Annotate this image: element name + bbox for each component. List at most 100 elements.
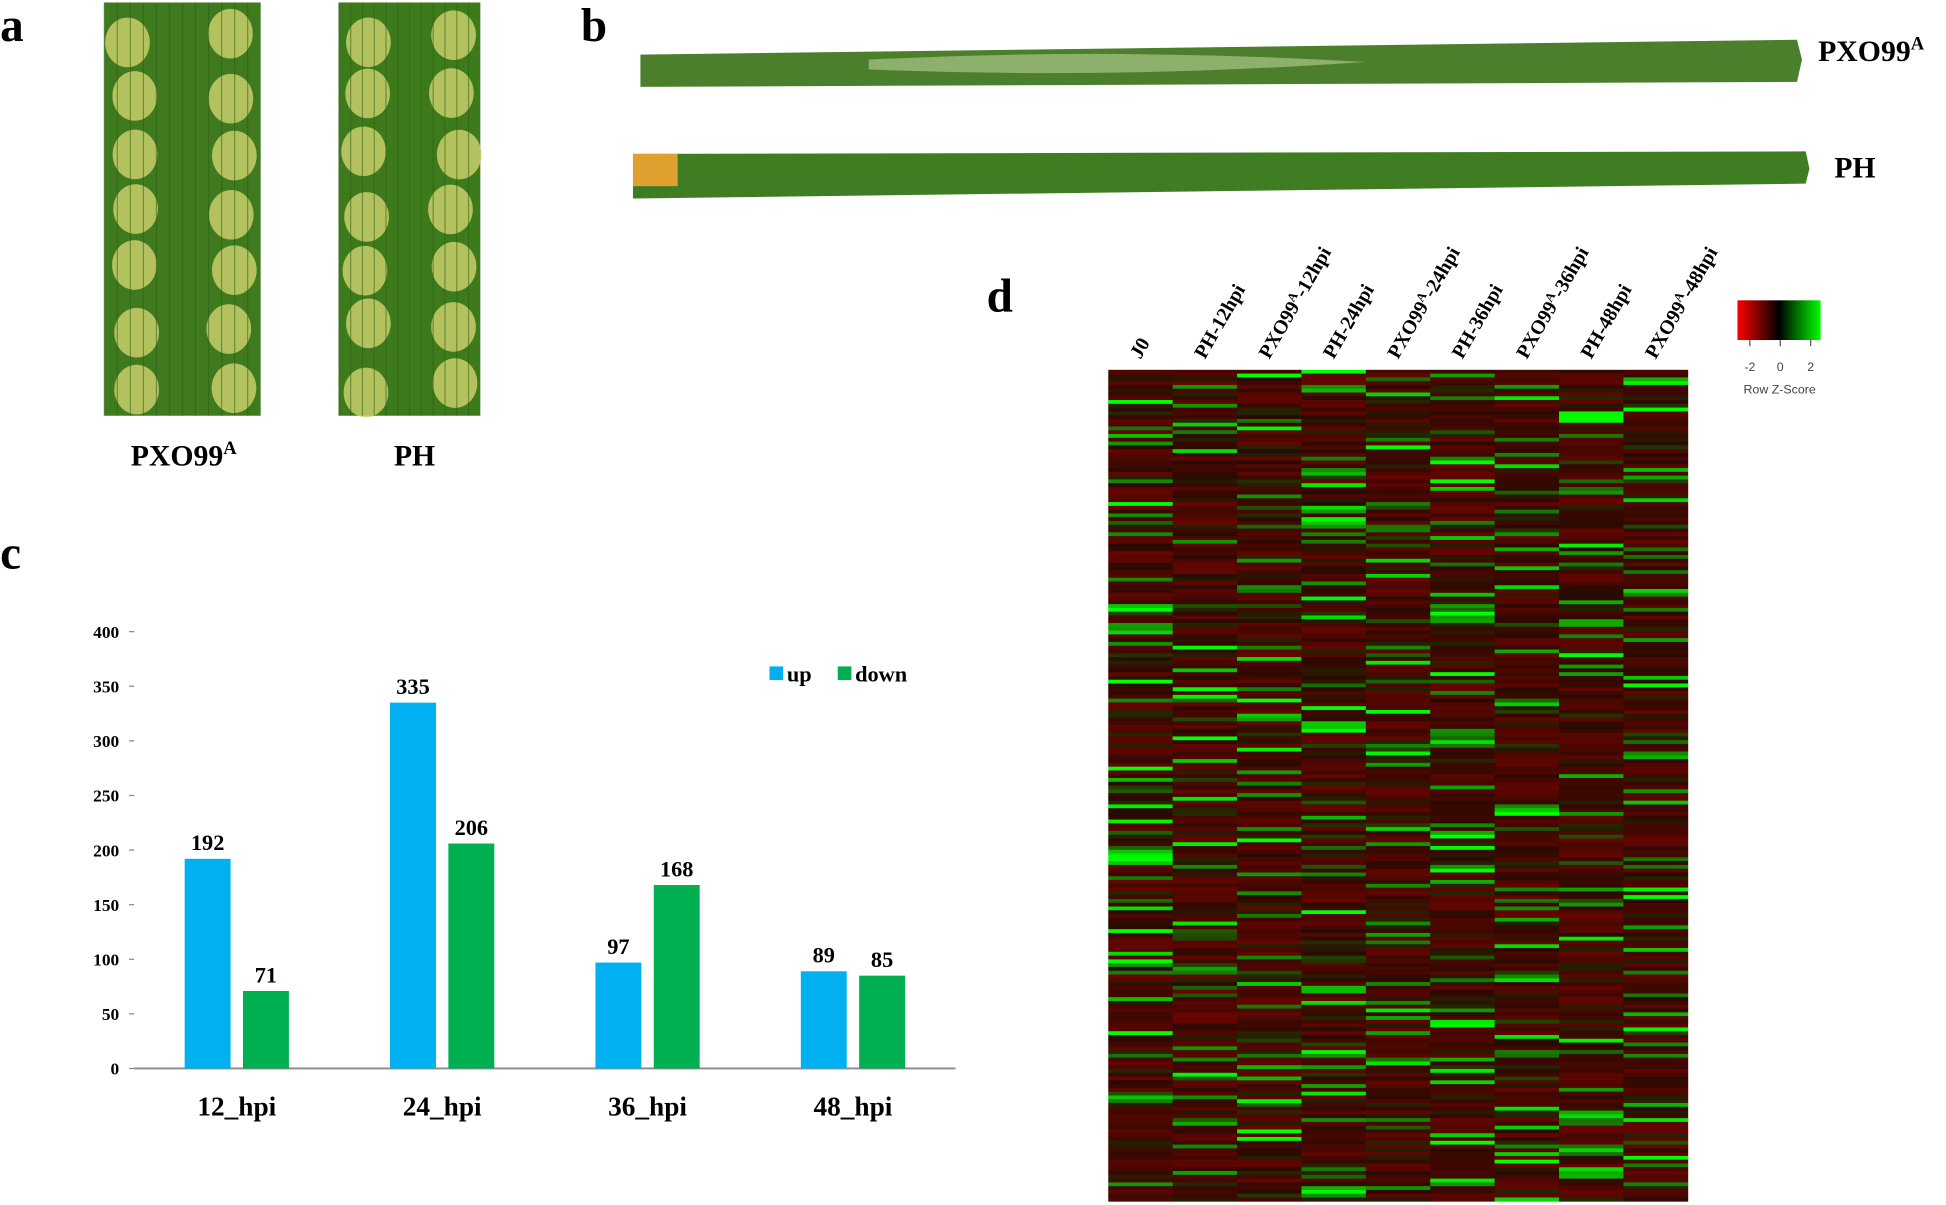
heatmap-cell (1301, 691, 1367, 696)
heatmap-cell (1623, 978, 1689, 983)
heatmap-cell (1494, 619, 1560, 624)
heatmap-cell (1559, 989, 1624, 994)
heatmap-cell (1172, 494, 1238, 499)
heatmap-cell (1237, 804, 1302, 809)
heatmap-cell (1301, 539, 1367, 545)
heatmap-cell (1172, 1167, 1238, 1172)
lesion (105, 17, 150, 68)
heatmap-cell (1108, 1061, 1174, 1066)
heatmap-cell (1430, 547, 1496, 552)
heatmap-cell (1365, 793, 1431, 798)
heatmap-cell (1559, 917, 1624, 922)
heatmap-cell (1365, 1118, 1431, 1123)
heatmap-cell (1559, 498, 1624, 503)
heatmap-cell (1172, 1080, 1238, 1085)
heatmap-cell (1237, 1118, 1302, 1123)
heatmap-cell (1108, 615, 1174, 620)
heatmap-cell (1237, 895, 1302, 900)
heatmap-cell (1108, 861, 1174, 866)
heatmap-cell (1430, 1061, 1496, 1066)
heatmap-cell (1172, 604, 1238, 609)
heatmap-cell (1430, 883, 1496, 888)
heatmap-cell (1494, 611, 1560, 616)
heatmap-cell (1494, 1019, 1560, 1025)
heatmap-cell (1301, 596, 1367, 601)
heatmap-cell (1172, 717, 1238, 722)
heatmap-cell (1365, 456, 1431, 461)
heatmap-cell (1365, 611, 1431, 616)
heatmap-cell (1108, 921, 1174, 926)
heatmap-cell (1237, 1042, 1302, 1047)
heatmap-cell (1237, 781, 1302, 786)
heatmap-cell (1494, 963, 1560, 968)
heatmap-cell (1365, 422, 1431, 427)
heatmap-cell (1494, 589, 1560, 594)
heatmap-cell (1623, 426, 1689, 431)
heatmap-cell (1172, 566, 1238, 571)
heatmap-cell (1172, 823, 1238, 828)
heatmap-cell (1237, 891, 1302, 896)
heatmap-cell (1172, 989, 1238, 994)
heatmap-cell (1623, 509, 1689, 514)
heatmap-cell (1494, 1110, 1560, 1115)
heatmap-cell (1365, 653, 1431, 658)
heatmap-cell (1172, 672, 1238, 677)
heatmap-cell (1108, 505, 1174, 511)
heatmap-cell (1559, 796, 1624, 802)
heatmap-cell (1237, 483, 1302, 488)
heatmap-cell (1623, 736, 1689, 741)
heatmap-cell (1494, 709, 1560, 715)
heatmap-cell (1430, 471, 1496, 477)
heatmap-cell (1494, 774, 1560, 779)
heatmap-cell (1559, 1171, 1624, 1176)
heatmap-cell (1430, 1121, 1496, 1127)
heatmap-cell (1108, 948, 1174, 953)
heatmap-cell (1623, 1121, 1689, 1127)
heatmap-cell (1365, 524, 1431, 529)
heatmap-cell (1301, 1118, 1367, 1123)
heatmap-cell (1108, 581, 1174, 586)
heatmap-cell (1301, 880, 1367, 885)
heatmap-cell (1365, 607, 1431, 613)
heatmap-cell (1430, 914, 1496, 919)
heatmap-cell (1108, 1182, 1174, 1187)
heatmap-cell (1623, 607, 1689, 613)
heatmap-cell (1237, 373, 1302, 378)
heatmap-cell (1172, 721, 1238, 726)
heatmap-cell (1237, 679, 1302, 684)
heatmap-cell (1108, 585, 1174, 590)
heatmap-cell (1237, 475, 1302, 480)
heatmap-cell (1108, 558, 1174, 563)
heatmap-cell (1559, 551, 1624, 556)
heatmap-cell (1559, 418, 1624, 424)
heatmap-cell (1623, 800, 1689, 805)
heatmap-cell (1559, 1087, 1624, 1093)
heatmap-cell (1365, 1174, 1431, 1179)
heatmap-cell (1559, 1046, 1624, 1051)
heatmap-cell (1172, 400, 1238, 405)
heatmap-cell (1301, 936, 1367, 941)
heatmap-cell (1559, 1012, 1624, 1017)
heatmap-cell (1623, 932, 1689, 938)
heatmap-cell (1172, 1174, 1238, 1179)
heatmap-cell (1237, 1076, 1302, 1081)
legend-swatch (837, 666, 852, 681)
heatmap-cell (1301, 441, 1367, 446)
heatmap-cell (1237, 388, 1302, 393)
heatmap-cell (1301, 751, 1367, 756)
heatmap-cell (1623, 1129, 1689, 1134)
photo-label: PXO99A (1818, 34, 1925, 68)
heatmap-cell (1108, 687, 1174, 692)
heatmap-cell (1237, 505, 1302, 511)
heatmap-cell (1172, 373, 1238, 378)
heatmap-cell (1108, 1042, 1174, 1047)
heatmap-cell (1172, 1110, 1238, 1115)
heatmap-cell (1623, 823, 1689, 828)
label-text: PXO99 (1818, 35, 1911, 68)
heatmap-cell (1108, 702, 1174, 707)
heatmap-cell (1172, 883, 1238, 888)
heatmap-cell (1301, 819, 1367, 824)
heatmap-cell (1108, 864, 1174, 870)
heatmap-cell (1172, 1004, 1238, 1009)
heatmap-cell (1559, 728, 1624, 734)
